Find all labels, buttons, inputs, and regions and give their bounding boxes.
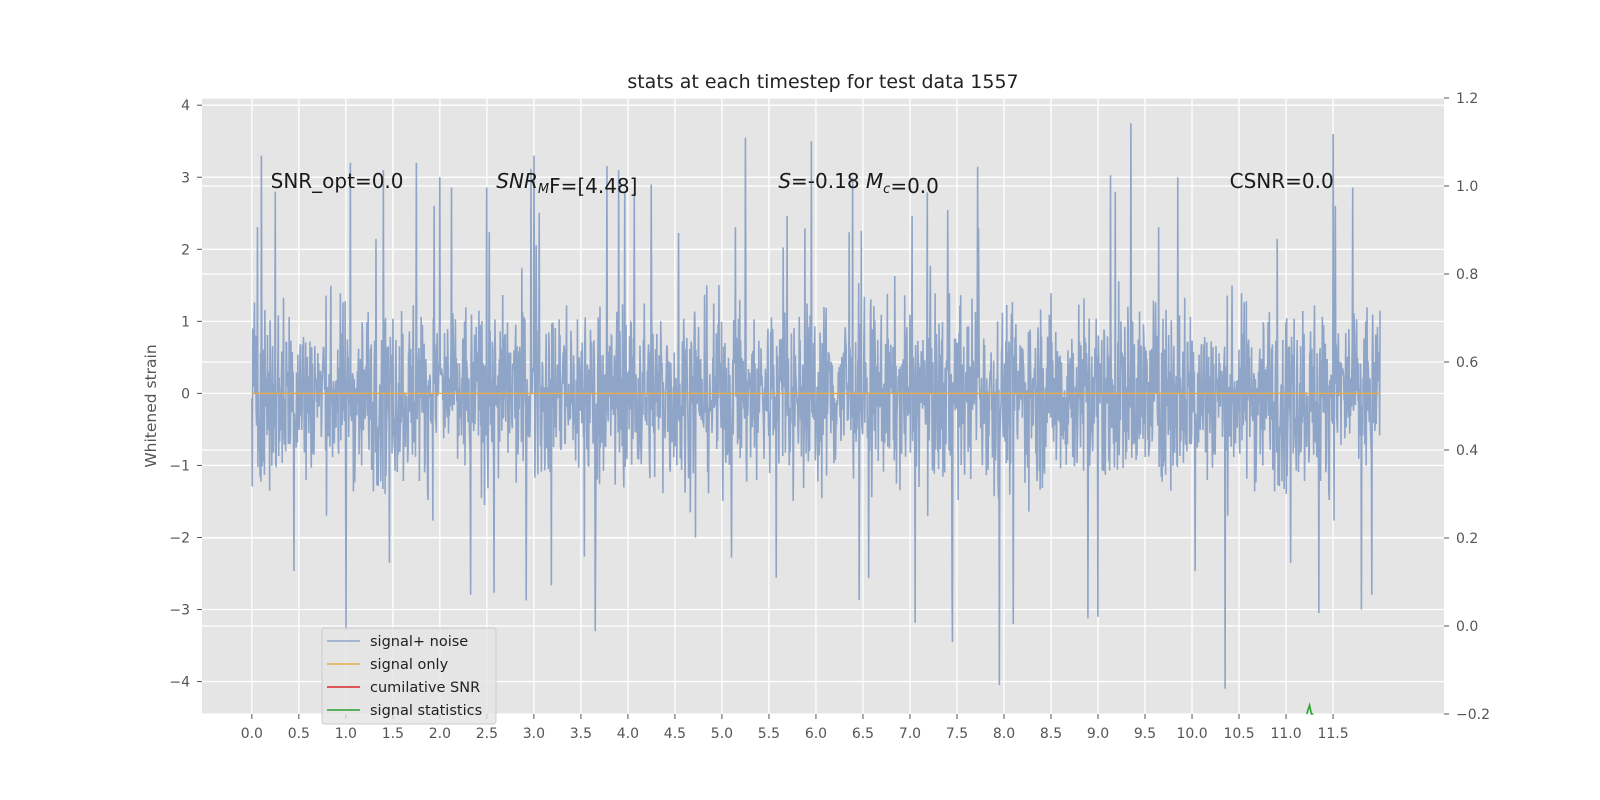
x-tick-label-2: 1.0 xyxy=(335,726,357,742)
y-axis-ticks: 4 3 2 1 0 −1 −2 −3 −4 xyxy=(169,98,202,691)
legend-label-0: signal+ noise xyxy=(370,634,468,650)
x-tick-label-17: 8.5 xyxy=(1040,726,1062,742)
annotation-3: CSNR=0.0 xyxy=(1230,169,1334,193)
y2-tick-label-4: 0.4 xyxy=(1456,443,1478,459)
legend-label-1: signal only xyxy=(370,657,449,673)
x-tick-label-4: 2.0 xyxy=(429,726,451,742)
x-tick-label-15: 7.5 xyxy=(946,726,968,742)
x-tick-label-19: 9.5 xyxy=(1134,726,1156,742)
x-tick-label-14: 7.0 xyxy=(899,726,921,742)
chart-title: stats at each timestep for test data 155… xyxy=(627,71,1018,93)
x-tick-label-21: 10.5 xyxy=(1223,726,1254,742)
x-tick-label-7: 3.5 xyxy=(570,726,592,742)
right-y-axis-ticks: 1.2 1.0 0.8 0.6 0.4 0.2 0.0 −0.2 xyxy=(1444,91,1490,723)
x-tick-label-3: 1.5 xyxy=(382,726,404,742)
y2-tick-label-3: 0.6 xyxy=(1456,355,1478,371)
x-tick-label-13: 6.5 xyxy=(852,726,874,742)
y-tick-label-7: −3 xyxy=(169,603,190,619)
y2-tick-label-6: 0.0 xyxy=(1456,619,1478,635)
x-tick-label-23: 11.5 xyxy=(1317,726,1348,742)
annotations: SNR_opt=0.0 SNRMF=[4.48] S=-0.18 Mc=0.0 CSN… xyxy=(271,169,1334,198)
x-tick-label-0: 0.0 xyxy=(241,726,263,742)
annotation-2: S=-0.18 Mc=0.0 xyxy=(778,169,939,198)
y-tick-label-6: −2 xyxy=(169,530,190,546)
y2-tick-label-2: 0.8 xyxy=(1456,267,1478,283)
x-axis-ticks: 0.0 0.5 1.0 1.5 2.0 2.5 3.0 3.5 4.0 4.5 5.0 5.5 6.0 6… xyxy=(241,714,1349,742)
x-tick-label-6: 3.0 xyxy=(523,726,545,742)
y-tick-label-8: −4 xyxy=(169,675,190,691)
x-tick-label-12: 6.0 xyxy=(805,726,827,742)
y-tick-label-1: 3 xyxy=(181,170,190,186)
x-tick-label-9: 4.5 xyxy=(664,726,686,742)
y2-tick-label-5: 0.2 xyxy=(1456,531,1478,547)
line-signal-statistics xyxy=(1305,702,1314,715)
y-tick-label-0: 4 xyxy=(181,98,190,114)
y2-tick-label-7: −0.2 xyxy=(1456,707,1490,723)
annotation-1: SNRMF=[4.48] xyxy=(496,169,637,198)
y-tick-label-5: −1 xyxy=(169,458,190,474)
x-tick-label-1: 0.5 xyxy=(288,726,310,742)
series-signal-statistics xyxy=(1305,702,1314,715)
legend-label-3: signal statistics xyxy=(370,703,482,719)
y2-tick-label-0: 1.2 xyxy=(1456,91,1478,107)
y-tick-label-4: 0 xyxy=(181,386,190,402)
legend-label-2: cumilative SNR xyxy=(370,680,480,696)
y-tick-label-3: 1 xyxy=(181,314,190,330)
y2-tick-label-1: 1.0 xyxy=(1456,179,1478,195)
x-tick-label-5: 2.5 xyxy=(476,726,498,742)
x-tick-label-22: 11.0 xyxy=(1270,726,1301,742)
line-signal-plus-noise xyxy=(251,123,1381,689)
x-tick-label-18: 9.0 xyxy=(1087,726,1109,742)
y-axis-label: Whitened strain xyxy=(142,344,160,467)
x-tick-label-10: 5.0 xyxy=(711,726,733,742)
x-tick-label-16: 8.0 xyxy=(993,726,1015,742)
legend: signal+ noise signal only cumilative SNR si… xyxy=(321,627,497,725)
x-tick-label-11: 5.5 xyxy=(758,726,780,742)
legend-box xyxy=(321,627,497,725)
series-signal-plus-noise xyxy=(251,123,1381,689)
x-tick-label-20: 10.0 xyxy=(1176,726,1207,742)
y-tick-label-2: 2 xyxy=(181,242,190,258)
x-tick-label-8: 4.0 xyxy=(617,726,639,742)
annotation-0: SNR_opt=0.0 xyxy=(271,169,404,193)
